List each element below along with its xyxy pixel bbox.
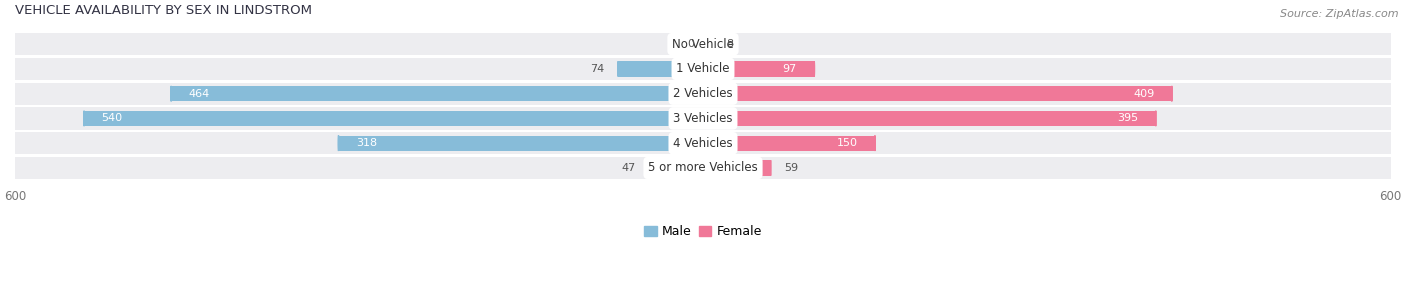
Text: 97: 97 xyxy=(783,64,797,74)
Text: 318: 318 xyxy=(356,138,377,148)
Bar xyxy=(15,107,1391,130)
Text: 409: 409 xyxy=(1133,89,1154,99)
Text: 395: 395 xyxy=(1118,113,1139,124)
Bar xyxy=(703,37,713,52)
Legend: Male, Female: Male, Female xyxy=(640,220,766,243)
Bar xyxy=(619,61,703,77)
Bar xyxy=(703,86,1171,101)
Text: VEHICLE AVAILABILITY BY SEX IN LINDSTROM: VEHICLE AVAILABILITY BY SEX IN LINDSTROM xyxy=(15,4,312,17)
Text: 59: 59 xyxy=(785,163,799,173)
Text: 5 or more Vehicles: 5 or more Vehicles xyxy=(648,161,758,174)
Bar xyxy=(15,58,1391,80)
Text: 540: 540 xyxy=(101,113,122,124)
Bar xyxy=(172,86,703,101)
Bar xyxy=(650,160,703,176)
Text: 464: 464 xyxy=(188,89,209,99)
Text: 74: 74 xyxy=(591,64,605,74)
Text: 8: 8 xyxy=(725,39,733,49)
Text: 0: 0 xyxy=(686,39,693,49)
Text: 2 Vehicles: 2 Vehicles xyxy=(673,87,733,100)
Bar xyxy=(703,160,770,176)
Bar xyxy=(15,33,1391,55)
Text: 47: 47 xyxy=(621,163,636,173)
Bar xyxy=(84,111,703,126)
Bar xyxy=(15,83,1391,105)
Bar xyxy=(703,111,1156,126)
Text: 150: 150 xyxy=(837,138,858,148)
Text: 4 Vehicles: 4 Vehicles xyxy=(673,137,733,150)
Text: 3 Vehicles: 3 Vehicles xyxy=(673,112,733,125)
Text: Source: ZipAtlas.com: Source: ZipAtlas.com xyxy=(1281,9,1399,19)
Text: No Vehicle: No Vehicle xyxy=(672,38,734,51)
Bar xyxy=(15,132,1391,154)
Bar xyxy=(15,157,1391,179)
Bar xyxy=(703,135,875,151)
Bar xyxy=(339,135,703,151)
Bar xyxy=(703,61,814,77)
Text: 1 Vehicle: 1 Vehicle xyxy=(676,63,730,75)
